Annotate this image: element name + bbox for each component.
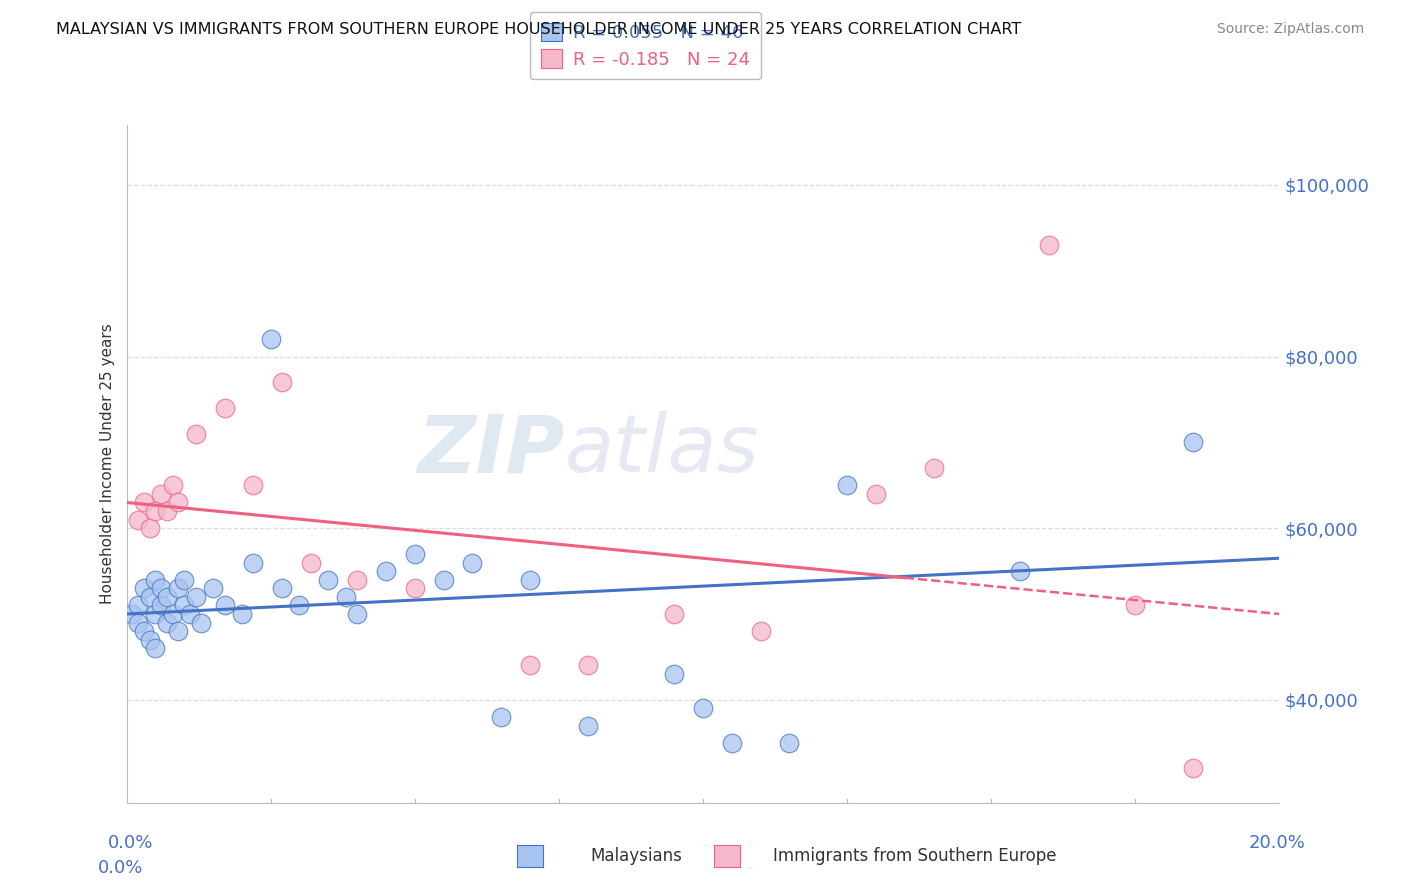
Text: atlas: atlas [565, 411, 759, 490]
Point [145, 607, 166, 621]
Point [214, 401, 236, 415]
Point [173, 599, 195, 613]
Point [138, 590, 160, 604]
Point [132, 495, 155, 509]
Point [404, 547, 426, 561]
Point [127, 513, 149, 527]
Point [214, 599, 236, 613]
Point [162, 607, 184, 621]
Point [922, 461, 945, 475]
Point [346, 573, 368, 587]
Text: 0.0%: 0.0% [98, 859, 143, 877]
Point [1181, 762, 1204, 776]
Point [145, 504, 166, 518]
Point [779, 736, 801, 750]
Point [664, 667, 686, 681]
Point [150, 581, 173, 595]
Point [346, 607, 368, 621]
Point [167, 495, 190, 509]
Point [1038, 238, 1060, 252]
Point [127, 615, 149, 630]
Text: Malaysians: Malaysians [591, 847, 682, 865]
Text: ZIP: ZIP [418, 411, 565, 490]
Y-axis label: Householder Income Under 25 years: Householder Income Under 25 years [100, 324, 115, 604]
Point [461, 556, 484, 570]
Point [271, 581, 294, 595]
Text: MALAYSIAN VS IMMIGRANTS FROM SOUTHERN EUROPE HOUSEHOLDER INCOME UNDER 25 YEARS C: MALAYSIAN VS IMMIGRANTS FROM SOUTHERN EU… [56, 22, 1022, 37]
Point [259, 333, 281, 347]
Point [231, 607, 253, 621]
Point [150, 599, 173, 613]
Point [664, 607, 686, 621]
Point [242, 556, 264, 570]
Point [374, 564, 398, 578]
Point [173, 573, 195, 587]
Text: Source: ZipAtlas.com: Source: ZipAtlas.com [1216, 22, 1364, 37]
Point [865, 487, 887, 501]
Point [489, 710, 512, 724]
Point [145, 573, 166, 587]
Point [1008, 564, 1031, 578]
Point [127, 599, 149, 613]
Point [156, 504, 179, 518]
Point [299, 556, 322, 570]
Point [138, 521, 160, 535]
Point [150, 487, 173, 501]
Point [145, 641, 166, 656]
Point [156, 590, 179, 604]
Point [132, 624, 155, 639]
Point [433, 573, 456, 587]
Point [190, 615, 212, 630]
Point [167, 624, 190, 639]
Point [167, 581, 190, 595]
Point [132, 581, 155, 595]
Point [749, 624, 772, 639]
Text: 20.0%: 20.0% [1249, 834, 1305, 852]
Point [576, 658, 599, 673]
Point [1123, 599, 1146, 613]
Point [202, 581, 225, 595]
Point [242, 478, 264, 492]
Point [288, 599, 311, 613]
Point [576, 718, 599, 732]
Text: Immigrants from Southern Europe: Immigrants from Southern Europe [773, 847, 1057, 865]
Point [692, 701, 714, 715]
Point [121, 607, 143, 621]
Point [162, 478, 184, 492]
Point [519, 658, 541, 673]
Point [138, 632, 160, 647]
Point [156, 615, 179, 630]
Text: 0.0%: 0.0% [108, 834, 153, 852]
Point [184, 590, 207, 604]
Point [835, 478, 858, 492]
Legend: R = 0.055   N = 46, R = -0.185   N = 24: R = 0.055 N = 46, R = -0.185 N = 24 [530, 12, 761, 79]
Point [318, 573, 340, 587]
Point [519, 573, 541, 587]
Point [184, 426, 207, 441]
Point [1181, 435, 1204, 450]
Point [335, 590, 357, 604]
Point [271, 376, 294, 390]
Point [720, 736, 742, 750]
Point [404, 581, 426, 595]
Point [179, 607, 201, 621]
